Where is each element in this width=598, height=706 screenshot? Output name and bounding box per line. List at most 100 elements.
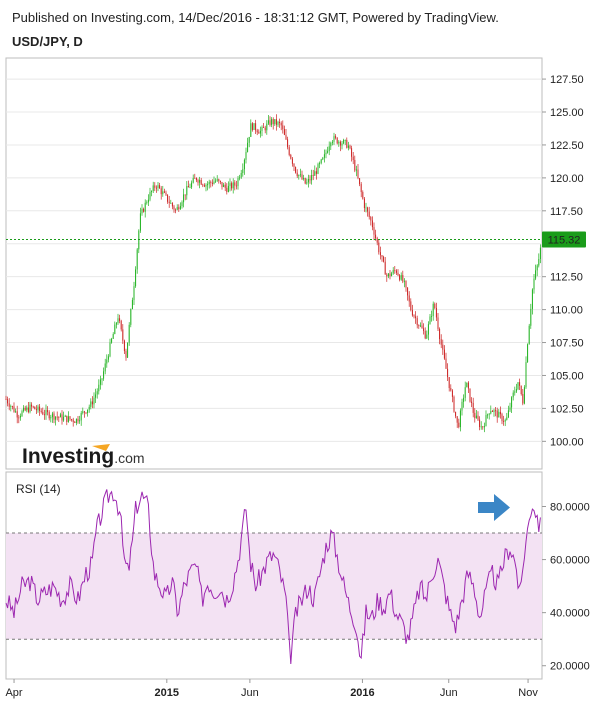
candle-body [503,421,505,422]
candle-body [474,412,476,419]
candle-body [101,378,103,380]
candle-body [511,397,513,408]
candle-body [301,174,303,180]
rsi-tick-label: 80.0000 [550,502,590,514]
candle-body [395,270,397,273]
candle-body [394,270,396,271]
candle-body [405,280,407,288]
candle-body [280,123,282,126]
candle-body [179,206,181,210]
candle-body [327,151,329,153]
candle-body [304,178,306,184]
candle-body [43,414,45,416]
candle-body [472,402,474,413]
price-tick-label: 100.00 [550,436,584,448]
candle-body [312,175,314,176]
candle-body [389,273,391,277]
candle-body [306,182,308,184]
candle-body [104,363,106,372]
candle-body [184,194,186,196]
candle-body [157,185,159,188]
candle-body [480,426,482,428]
candle-body [373,227,375,235]
time-tick-label: Apr [5,687,22,699]
candle-body [467,382,469,389]
price-tick-label: 105.00 [550,370,584,382]
candle-body [407,287,409,296]
candle-body [335,136,337,138]
candle-body [176,207,178,210]
candle-body [40,410,42,412]
candle-body [421,325,423,329]
candle-body [272,119,274,125]
candle-body [80,412,82,421]
candle-body [488,413,490,415]
candle-body [264,127,266,131]
candle-body [103,371,105,379]
candle-body [269,120,271,125]
candle-body [210,181,212,183]
candle-body [127,342,129,358]
candle-body [203,185,205,187]
candle-body [160,188,162,195]
candle-body [426,334,428,339]
candle-body [479,419,481,428]
candle-body [24,407,26,411]
candle-body [240,173,242,178]
candle-body [218,179,220,181]
candle-body [245,151,247,160]
price-tick-label: 127.50 [550,74,584,86]
rsi-pane: 80.0000 60.0000 40.0000 20.0000 RSI (14) [5,471,590,680]
candle-body [360,184,362,193]
price-tick-label: 112.50 [550,272,583,284]
candle-body [463,397,465,402]
candle-body [346,139,348,148]
candle-body [456,416,458,423]
candle-body [139,213,141,231]
candle-body [507,410,509,418]
candle-body [520,385,522,395]
candle-body [243,159,245,170]
candle-body [75,418,77,423]
candle-body [186,186,188,196]
candle-body [266,123,268,131]
candle-body [197,180,199,183]
candle-body [47,409,49,413]
candle-body [336,137,338,144]
logo-brand: Investing [22,445,114,468]
candle-body [339,141,341,146]
candle-body [256,130,258,133]
candle-body [408,295,410,302]
candle-body [63,416,65,421]
candle-body [509,407,511,411]
candle-body [248,136,250,143]
candle-body [458,422,460,428]
candle-body [445,358,447,369]
candle-body [37,406,39,411]
candle-body [173,206,175,210]
candle-body [317,164,319,174]
candle-body [413,315,415,317]
candle-body [271,119,273,125]
candle-body [237,178,239,186]
candle-body [330,142,332,147]
candle-body [53,413,55,420]
candle-body [303,178,305,180]
candle-body [355,169,357,171]
candle-body [429,316,431,325]
candle-body [21,411,23,416]
candle-body [232,182,234,189]
candle-body [466,382,468,388]
candle-body [82,411,84,413]
price-tick-label: 117.50 [550,206,583,218]
candle-body [314,171,316,176]
candle-body [384,261,386,275]
rsi-band [6,533,542,640]
rsi-title: RSI (14) [16,482,61,496]
candle-body [23,407,25,412]
candle-body [344,139,346,141]
candle-body [392,270,394,274]
candle-body [135,269,137,287]
candle-body [227,185,229,192]
